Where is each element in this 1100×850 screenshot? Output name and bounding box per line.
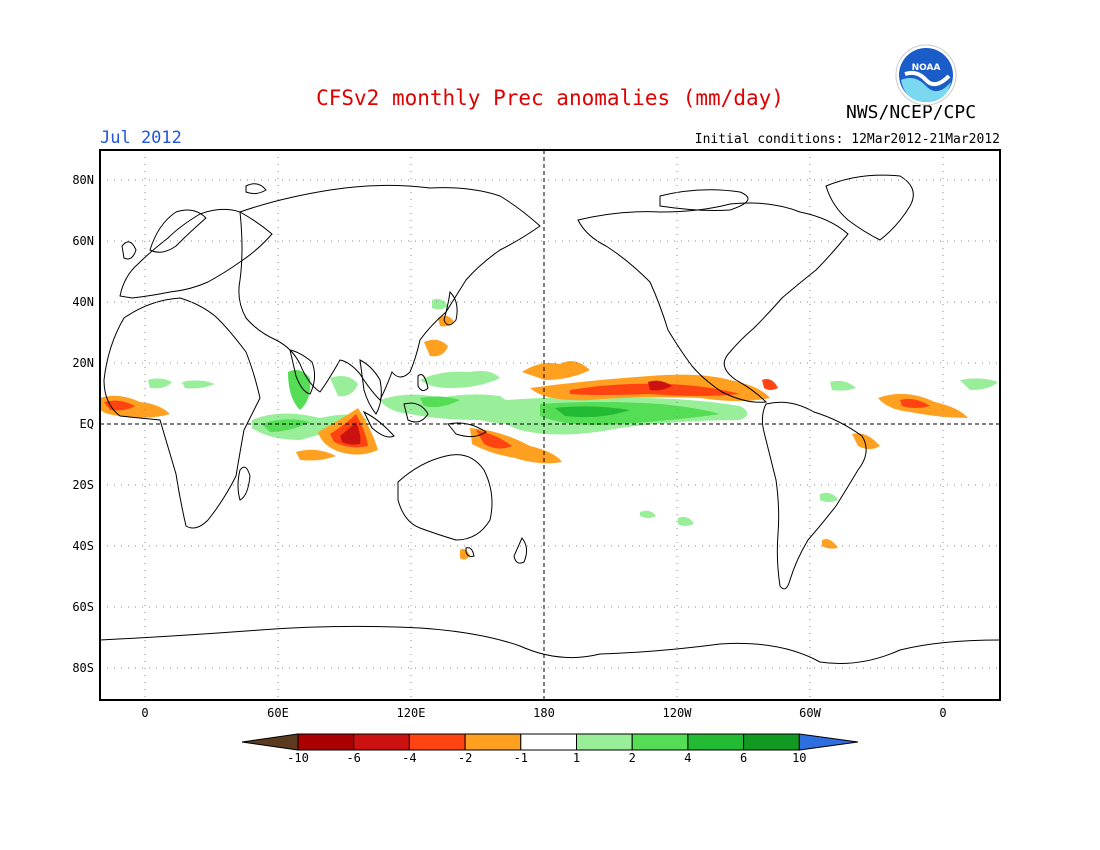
lat-label: 80N [72,173,94,187]
coast-antarctica [99,625,1001,664]
colorbar-swatch-5 [520,733,577,751]
forecast-month: Jul 2012 [100,128,182,148]
colorbar-high-arrow [798,733,859,751]
anomaly-region-philippine-core [420,396,460,408]
coast-north-america [577,202,849,403]
anomaly-region-central-pacific-core [555,406,630,418]
colorbar-swatch-7 [631,733,689,751]
anomaly-region-s-atlantic-1 [820,492,838,502]
coast-india [289,349,316,395]
coast-scandinavia [149,209,207,253]
anomaly-region-ne-pacific-peak [648,380,672,391]
lat-label: 40N [72,295,94,309]
anomaly-region-sahel [148,378,172,389]
anomaly-region-hawaii [522,361,590,380]
colorbar-swatch-4 [464,733,522,751]
agency-label: NWS/NCEP/CPC [846,102,977,123]
lon-label: 0 [141,706,149,720]
colorbar-swatch-6 [576,733,633,751]
colorbar-label: 10 [792,751,807,765]
lat-label: 40S [72,539,94,553]
colorbar-label: 4 [684,751,692,765]
anomaly-region-s-pacific-1 [640,510,656,518]
lon-label: 120E [396,706,426,720]
coast-australia [397,454,493,541]
anomaly-region-atlantic-green-2 [960,378,998,390]
coast-asia [238,184,541,401]
lon-label: 0 [939,706,947,720]
coast-japan [443,290,458,326]
lon-label: 180 [533,706,555,720]
colorbar-label: 6 [739,751,748,765]
anomaly-region-e-indian-ocean-peak [340,422,361,445]
map-title: CFSv2 monthly Prec anomalies (mm/day) [316,86,784,110]
coast-tasmania [465,547,475,557]
coast-uk [121,241,137,260]
colorbar [241,733,859,751]
continent-outlines [99,174,1001,664]
anomaly-region-sahel-2 [182,380,215,389]
colorbar-label: -4 [402,751,417,765]
anomaly-region-s-indian-ocean [296,449,336,461]
coast-greenland [825,174,914,241]
coast-sumatra [362,410,395,438]
lat-label: 80S [72,661,94,675]
noaa-logo: NOAA [895,44,957,106]
lat-label: 60N [72,234,94,248]
anomaly-region-nw-pacific [432,298,448,310]
lat-label: 60S [72,600,94,614]
coast-philippines [417,374,429,392]
colorbar-label: 2 [628,751,636,765]
anomaly-region-caribbean [762,379,778,390]
noaa-logo-text: NOAA [912,63,941,73]
colorbar-label: -6 [346,751,361,765]
reference-lines [100,150,1000,700]
anomaly-region-w-indian-ocean-core [262,419,310,432]
anomaly-region-japan [438,315,454,327]
colorbar-low-arrow [241,733,299,751]
colorbar-swatch-8 [687,733,745,751]
anomaly-region-s-atlantic-2 [822,539,838,549]
lat-label: EQ [79,417,94,431]
anomaly-region-arabian-sea [288,370,311,410]
anomaly-region-tasman [460,548,470,560]
colorbar-label: 1 [572,751,581,765]
anomaly-region-wp-subtropic [420,370,500,388]
coast-borneo [403,402,429,423]
anomaly-region-brazil-coast [852,433,880,449]
colorbar-label: -2 [457,751,473,765]
coast-arctic-islands [659,189,749,211]
anomaly-region-atlantic-green [830,380,856,391]
colorbar-swatch-9 [743,733,800,751]
colorbar-label: -10 [287,751,309,765]
colorbar-swatch-3 [408,733,466,751]
colorbar-swatch-1 [297,733,355,751]
lon-label: 60E [267,706,289,720]
lat-label: 20S [72,478,94,492]
lon-label: 60W [799,706,821,720]
coast-madagascar [237,466,251,501]
colorbar-label: -1 [513,751,529,765]
anomaly-region-s-pacific-2 [678,516,694,526]
coast-new-guinea [447,422,487,438]
grid-lines [100,150,1000,700]
coast-indochina [359,359,382,415]
anomaly-region-east-china-sea [424,339,448,357]
anomaly-region-bay-of-bengal [330,376,358,397]
anomaly-region-sw-pacific-core [476,430,512,449]
anomaly-fields [100,298,998,560]
coast-svalbard [245,183,267,195]
coast-europe [119,208,273,299]
lat-label: 20N [72,356,94,370]
map-frame [99,149,1001,701]
coast-south-america [761,401,867,590]
coast-africa [103,297,261,529]
lon-label: 120W [662,706,692,720]
coast-new-zealand [513,537,528,564]
colorbar-swatch-2 [353,733,410,751]
initial-conditions: Initial conditions: 12Mar2012-21Mar2012 [694,132,1000,147]
anomaly-region-tropical-atlantic-core [900,398,930,408]
